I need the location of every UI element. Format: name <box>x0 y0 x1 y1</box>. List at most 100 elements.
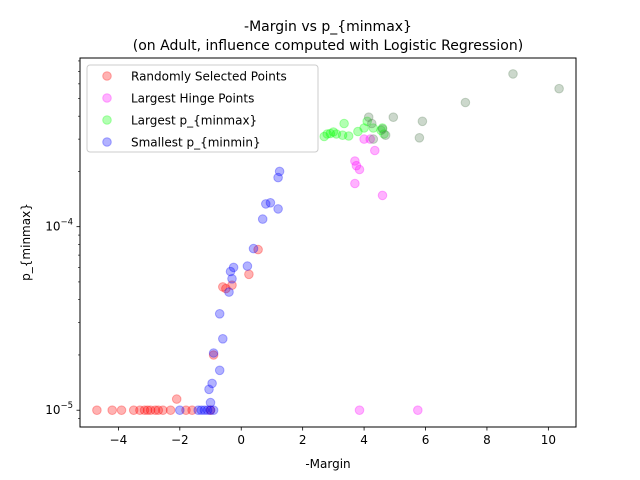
data-point-s0-3 <box>128 405 139 416</box>
data-point-s3-13 <box>214 309 225 319</box>
data-point-s0-18 <box>221 283 231 294</box>
data-point-s3-1 <box>193 405 203 416</box>
data-point-s4-4 <box>380 130 391 140</box>
data-point-s1-8 <box>354 405 365 416</box>
data-point-s4-7 <box>417 116 428 127</box>
data-point-s4-0 <box>363 112 374 122</box>
data-point-s0-15 <box>205 405 216 416</box>
data-point-s1-9 <box>413 405 423 416</box>
data-point-s3-7 <box>208 405 219 416</box>
data-point-s3-4 <box>202 405 213 416</box>
legend-label: Smallest p_{minmin} <box>131 136 261 150</box>
legend-label: Randomly Selected Points <box>131 70 287 84</box>
legend-label: Largest Hinge Points <box>131 92 254 106</box>
x-tick-label: −4 <box>110 433 128 447</box>
data-point-s3-9 <box>207 378 217 389</box>
data-point-s2-14 <box>379 129 389 139</box>
data-point-s0-2 <box>116 405 127 416</box>
data-point-s0-8 <box>150 405 160 416</box>
data-point-s2-13 <box>377 123 388 133</box>
data-point-s0-9 <box>153 405 164 416</box>
x-tick-label: 0 <box>237 433 245 447</box>
data-point-s1-3 <box>354 164 365 175</box>
data-point-s2-10 <box>362 116 373 127</box>
data-point-s0-11 <box>165 405 176 416</box>
data-point-s2-1 <box>322 129 333 139</box>
data-point-s0-1 <box>107 405 117 416</box>
legend-marker <box>102 137 112 147</box>
data-point-s3-5 <box>205 405 216 416</box>
x-axis: −4 −2 0 2 4 6 8 10 <box>110 427 556 447</box>
y-tick-label: 10−5 <box>45 401 73 417</box>
data-point-s1-5 <box>365 134 376 144</box>
data-point-s3-24 <box>273 172 283 183</box>
data-point-s0-4 <box>135 405 145 416</box>
data-point-s3-15 <box>227 274 237 284</box>
data-point-s0-12 <box>171 394 182 404</box>
data-point-s2-9 <box>359 123 369 133</box>
data-point-s0-19 <box>227 280 237 291</box>
data-point-s4-2 <box>368 134 379 144</box>
data-point-s0-14 <box>187 405 197 416</box>
legend: Randomly Selected Points Largest Hinge Po… <box>86 64 319 153</box>
data-point-s2-7 <box>343 131 354 141</box>
data-point-s4-3 <box>377 124 388 134</box>
x-axis-label: -Margin <box>305 457 350 471</box>
legend-marker <box>102 115 112 125</box>
data-point-s2-4 <box>331 129 342 139</box>
data-point-s3-22 <box>265 198 276 208</box>
data-point-s1-7 <box>377 190 388 201</box>
data-point-s0-17 <box>218 282 228 292</box>
data-point-s1-2 <box>351 160 362 171</box>
data-point-s0-0 <box>92 405 102 416</box>
data-point-s2-5 <box>337 130 348 140</box>
data-point-s3-3 <box>199 405 210 416</box>
data-point-s2-6 <box>339 118 349 129</box>
data-point-s0-7 <box>145 405 156 416</box>
chart-subtitle: (on Adult, influence computed with Logis… <box>133 38 523 54</box>
legend-marker <box>102 93 112 103</box>
data-point-s3-20 <box>257 214 268 224</box>
data-point-s2-0 <box>319 131 330 142</box>
y-axis: 10−5 10−4 <box>45 60 80 419</box>
data-point-s3-12 <box>218 334 228 344</box>
data-point-s2-2 <box>325 128 336 139</box>
data-point-s3-6 <box>205 397 216 408</box>
data-point-s3-18 <box>242 261 253 271</box>
plot-frame <box>79 57 577 428</box>
data-point-s0-6 <box>142 405 153 416</box>
data-point-s0-5 <box>139 405 150 416</box>
x-tick-label: 6 <box>422 433 430 447</box>
data-point-s4-1 <box>367 118 377 129</box>
data-point-s1-4 <box>359 134 369 144</box>
data-point-s4-5 <box>388 112 399 122</box>
data-point-s3-10 <box>208 348 219 358</box>
data-point-s0-16 <box>208 350 219 360</box>
data-point-s3-2 <box>196 405 207 416</box>
x-tick-label: 8 <box>483 433 491 447</box>
data-point-s3-11 <box>214 365 225 376</box>
x-tick-label: 4 <box>360 433 368 447</box>
data-point-s2-12 <box>376 125 386 136</box>
x-tick-label: 2 <box>299 433 307 447</box>
legend-box <box>86 64 319 153</box>
data-point-s3-0 <box>175 405 185 416</box>
data-point-s1-1 <box>350 156 360 166</box>
data-point-s0-10 <box>158 405 168 416</box>
data-point-s1-6 <box>370 145 380 156</box>
data-point-s3-21 <box>261 199 271 209</box>
data-points <box>92 69 564 416</box>
data-point-s4-6 <box>414 133 425 143</box>
legend-marker <box>102 71 112 81</box>
x-tick-label: −2 <box>171 433 189 447</box>
data-point-s2-11 <box>368 123 379 133</box>
data-point-s4-8 <box>460 97 471 108</box>
data-point-s4-9 <box>508 69 518 79</box>
data-point-s3-8 <box>204 384 214 395</box>
data-point-s3-17 <box>225 266 236 277</box>
data-point-s3-16 <box>228 262 239 273</box>
data-point-s3-23 <box>273 204 283 214</box>
data-point-s2-3 <box>328 127 339 137</box>
legend-label: Largest p_{minmax} <box>131 114 257 128</box>
